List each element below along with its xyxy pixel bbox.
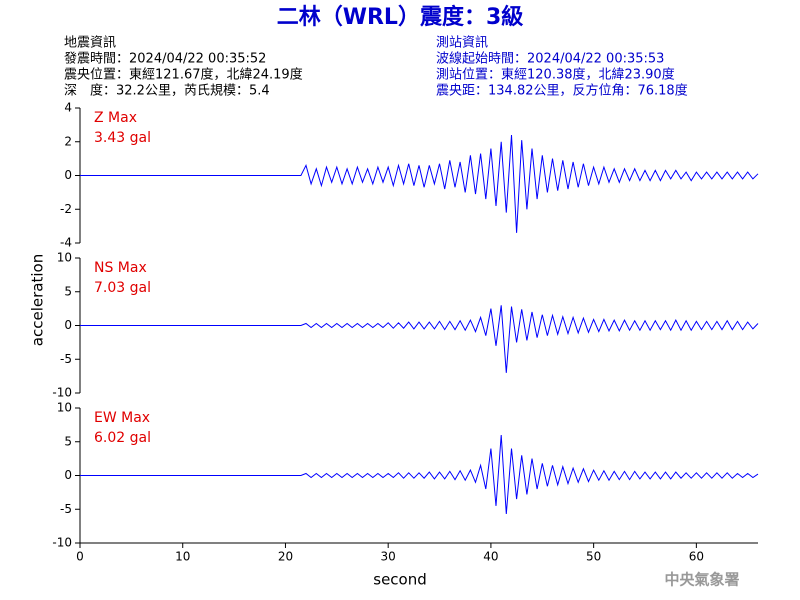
waveform (80, 305, 759, 373)
max-label: 7.03 gal (94, 280, 151, 296)
y-tick-label: 10 (57, 401, 72, 415)
max-label: 6.02 gal (94, 430, 151, 446)
y-tick-label: 5 (64, 434, 72, 448)
y-tick-label: -4 (60, 236, 72, 250)
title: 二林（WRL）震度：3級 (277, 4, 524, 30)
waveform (80, 434, 759, 515)
panel-label: NS Max (94, 260, 147, 276)
max-label: 3.43 gal (94, 130, 151, 146)
panel-label: EW Max (94, 410, 150, 426)
x-tick-label: 20 (278, 550, 293, 564)
y-tick-label: 0 (64, 168, 72, 182)
x-tick-label: 30 (381, 550, 396, 564)
y-tick-label: 5 (64, 284, 72, 298)
station-line: 測站位置：東經120.38度，北緯23.90度 (436, 67, 675, 83)
y-tick-label: 4 (64, 101, 72, 115)
info-line: 發震時間：2024/04/22 00:35:52 (64, 52, 266, 67)
y-tick-label: 0 (64, 468, 72, 482)
y-tick-label: 2 (64, 134, 72, 148)
x-axis-label: second (373, 571, 427, 589)
x-tick-label: 50 (586, 550, 601, 564)
x-tick-label: 40 (483, 550, 498, 564)
station-line: 波線起始時間：2024/04/22 00:35:53 (436, 51, 664, 67)
x-tick-label: 60 (689, 550, 704, 564)
station-line: 震央距：134.82公里，反方位角：76.18度 (436, 83, 688, 99)
y-tick-label: -2 (60, 202, 72, 216)
info-heading: 地震資訊 (64, 36, 116, 51)
y-axis-label: acceleration (29, 254, 47, 346)
y-tick-label: -5 (60, 352, 72, 366)
x-tick-label: 10 (175, 550, 190, 564)
info-line: 震央位置：東經121.67度，北緯24.19度 (64, 67, 303, 83)
x-tick-label: 0 (76, 550, 84, 564)
y-tick-label: 0 (64, 318, 72, 332)
panel-label: Z Max (94, 110, 137, 126)
y-tick-label: -10 (52, 536, 72, 550)
info-line: 深 度：32.2公里，芮氏規模：5.4 (64, 83, 270, 99)
waveform (80, 134, 759, 233)
footer: 中央氣象署 (664, 571, 739, 589)
y-tick-label: -5 (60, 502, 72, 516)
y-tick-label: -10 (52, 386, 72, 400)
station-heading: 測站資訊 (436, 36, 488, 51)
y-tick-label: 10 (57, 251, 72, 265)
